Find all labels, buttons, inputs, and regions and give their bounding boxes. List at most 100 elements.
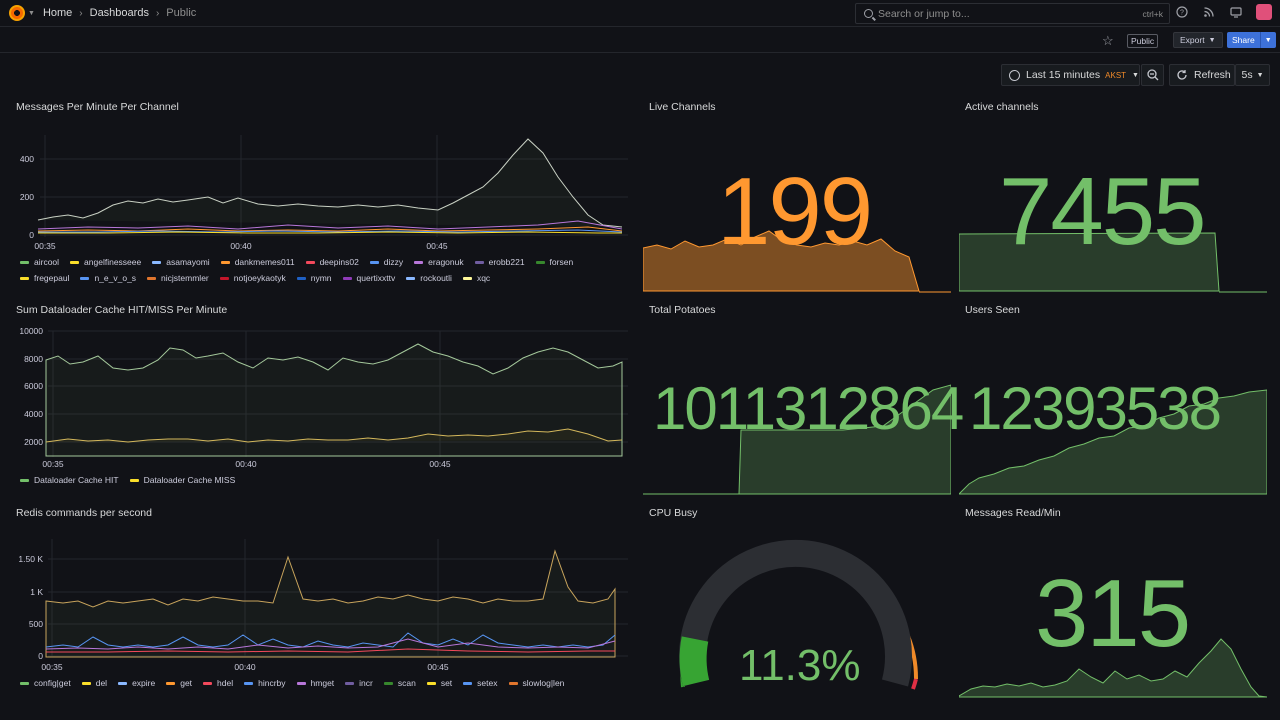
panel-dataloader-cache: Sum Dataloader Cache HIT/MISS Per Minute… [8,298,634,493]
legend-item[interactable]: del [81,678,107,688]
chevron-down-icon[interactable]: ▼ [28,9,35,17]
legend-item[interactable]: eragonuk [414,257,464,267]
series-config-get [45,549,616,658]
x-tick: 00:35 [42,459,64,469]
legend-swatch [383,681,393,685]
legend-item[interactable]: hmget [296,678,334,688]
legend-item[interactable]: angelfinesseee [70,257,141,267]
legend-item[interactable]: nicjstemmler [147,273,209,283]
x-tick: 00:35 [34,241,56,251]
grafana-logo-icon[interactable] [9,5,25,21]
legend-item[interactable]: scan [383,678,416,688]
legend-item[interactable]: rockoutli [406,273,452,283]
legend-label: dankmemes011 [234,257,295,267]
star-icon[interactable]: ☆ [1102,33,1114,48]
legend-label: incr [359,678,373,688]
legend-label: asamayomi [166,257,210,267]
gauge-value [679,636,710,687]
rss-icon[interactable] [1202,5,1216,19]
y-tick: 1 K [30,587,43,597]
legend-item[interactable]: aircool [20,257,59,267]
refresh-icon [1177,70,1187,80]
timezone-badge: AKST [1105,70,1127,80]
refresh-interval: 5s [1241,69,1253,81]
legend-item[interactable]: nymn [296,273,332,283]
x-tick: 00:40 [234,662,256,672]
legend-item[interactable]: hdel [203,678,233,688]
legend-swatch [147,276,157,280]
y-tick: 6000 [24,381,43,391]
legend-item[interactable]: dizzy [369,257,403,267]
legend-item[interactable]: quertixxttv [342,273,395,283]
x-tick: 00:40 [235,459,257,469]
legend-item[interactable]: hincrby [244,678,286,688]
legend-swatch [20,681,29,685]
legend-label: eragonuk [428,257,464,267]
legend-swatch [203,681,213,685]
time-range-picker[interactable]: Last 15 minutes AKST ▼ [1001,64,1140,86]
stat-value: 7455 [999,158,1207,265]
legend-item[interactable]: slowlog|len [508,678,565,688]
refresh-button[interactable]: Refresh [1169,64,1235,86]
legend-item[interactable]: erobb221 [474,257,525,267]
legend-item[interactable]: set [426,678,452,688]
legend-label: forsen [549,257,574,267]
panel-redis-commands: Redis commands per second 1.50 K 1 K 500… [8,501,634,716]
legend-item[interactable]: forsen [535,257,574,267]
legend-item[interactable]: get [166,678,192,688]
breadcrumb: Home › Dashboards › Public [43,7,196,19]
dataloader-chart: 10000 8000 6000 4000 2000 00:35 00:40 00… [19,326,628,469]
legend-item[interactable]: config|get [20,678,71,688]
gauge-track [679,539,912,687]
refresh-interval-picker[interactable]: 5s ▼ [1235,64,1270,86]
legend-swatch [414,260,424,264]
legend-item[interactable]: asamayomi [152,257,210,267]
legend-item[interactable]: n_e_v_o_s [80,273,136,283]
keyboard-shortcut: ctrl+k [1142,8,1163,19]
legend-item[interactable]: Dataloader Cache HIT [20,475,119,485]
legend-label: slowlog|len [522,678,565,688]
legend-item[interactable]: setex [463,678,498,688]
legend-label: get [180,678,193,688]
avatar[interactable] [1256,4,1272,20]
panel-title: Active channels [965,101,1039,113]
legend-label: hincrby [258,678,286,688]
breadcrumb-home[interactable]: Home [42,7,73,19]
legend-item[interactable]: incr [345,678,373,688]
legend-item[interactable]: xqc [462,273,491,283]
export-button[interactable]: Export ▼ [1173,32,1223,48]
legend-item[interactable]: deepins02 [305,257,359,267]
legend-label: n_e_v_o_s [94,273,137,283]
panel-messages-read: Messages Read/Min 315 [959,501,1267,699]
users-seen-sparkline [959,389,1267,495]
legend-label: notjoeykaotyk [233,273,286,283]
panel-title: Sum Dataloader Cache HIT/MISS Per Minute [16,304,228,316]
legend-swatch [508,681,518,685]
search-input[interactable]: Search or jump to... ctrl+k [855,3,1170,24]
legend-item[interactable]: fregepaul [20,273,69,283]
legend-item[interactable]: notjoeykaotyk [219,273,286,283]
help-icon[interactable]: ? [1175,5,1189,19]
legend-swatch [474,260,484,264]
kiosk-icon[interactable] [1229,5,1243,19]
panel-users-seen: Users Seen 12393538 [959,298,1267,496]
series-cache-miss [45,428,623,443]
chevron-down-icon[interactable]: ▼ [1259,32,1276,48]
share-button[interactable]: Share ▼ [1227,32,1276,48]
legend-item[interactable]: expire [118,678,155,688]
public-badge: Public [1127,34,1159,48]
stat-value: 199 [717,158,873,265]
breadcrumb-current: Public [166,7,197,19]
legend-swatch [345,681,355,685]
legend-item[interactable]: Dataloader Cache MISS [129,475,235,485]
active-channels-sparkline [959,232,1267,293]
stat-value: 12393538 [969,375,1222,442]
top-icons: ? [1175,4,1272,20]
zoom-out-button[interactable] [1141,64,1164,86]
breadcrumb-dashboards[interactable]: Dashboards [89,7,149,19]
legend-item[interactable]: dankmemes011 [220,257,295,267]
legend-label: xqc [476,273,491,283]
panel-title: Total Potatoes [649,304,716,316]
chevron-down-icon: ▼ [1208,36,1216,44]
x-tick: 00:40 [230,241,252,251]
